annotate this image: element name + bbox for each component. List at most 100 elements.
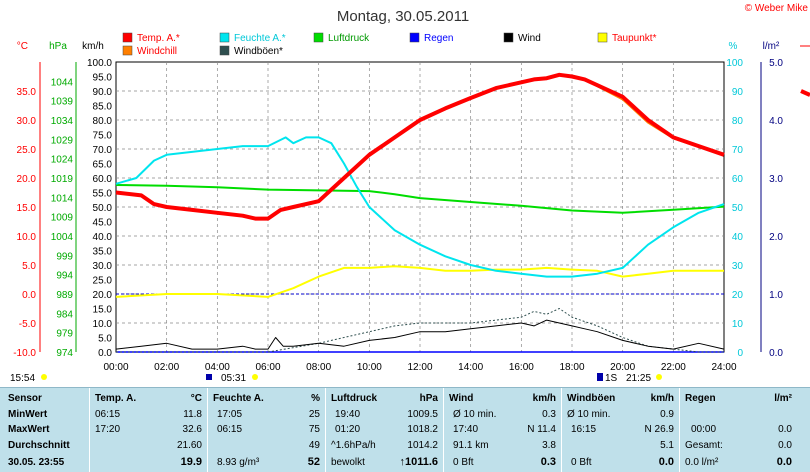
temp-max: 32.6 — [182, 424, 202, 435]
series-line — [115, 72, 725, 221]
wind-tick-label: 100.0 — [87, 58, 112, 69]
hum-abs: 8.93 g/m³ — [217, 457, 260, 468]
temp-min: 11.8 — [183, 409, 202, 420]
series-line — [115, 265, 724, 298]
legend-swatch — [503, 32, 514, 43]
time-tick-label: 14:00 — [458, 362, 483, 373]
temp-tick-label: 0.0 — [22, 290, 36, 301]
legend: Temp. A.* Feuchte A.* Luftdruck Regen Wind Ta… — [122, 32, 657, 57]
stats-panel: Sensor Temp. A. °C Feuchte A. % Luftdruc… — [0, 387, 810, 472]
rain-unit: l/m² — [763, 41, 780, 52]
temp-max-time: 17:20 — [95, 424, 121, 435]
hum-avg: 49 — [308, 440, 320, 451]
pressure-tick-label: 979 — [56, 329, 73, 340]
hum-tick-label: 30 — [732, 261, 744, 272]
stats-separator — [443, 388, 444, 472]
pressure-tick-label: 1014 — [51, 193, 74, 204]
col-rain-unit: l/m² — [774, 393, 792, 404]
col-pressure-unit: hPa — [419, 393, 438, 404]
rain-current: 0.0 — [776, 456, 792, 468]
hum-tick-label: 80 — [732, 116, 744, 127]
sunrise-time: 15:54 — [10, 373, 35, 384]
time-tick-label: 08:00 — [306, 362, 331, 373]
wind-tick-label: 50.0 — [93, 203, 113, 214]
pressure-tick-label: 1039 — [51, 97, 74, 108]
wind-avg: 3.8 — [542, 440, 556, 451]
hum-min-time: 17:05 — [217, 409, 243, 420]
rain-tick-label: 0.0 — [769, 348, 783, 359]
pressure-tick-label: 1034 — [51, 116, 74, 127]
wind-tick-label: 25.0 — [93, 276, 113, 287]
stats-separator — [561, 388, 562, 472]
time-tick-label: 02:00 — [154, 362, 179, 373]
series-lines — [115, 72, 725, 353]
wind-tick-label: 70.0 — [93, 145, 113, 156]
legend-label: Regen — [424, 33, 453, 44]
series-line — [115, 319, 725, 350]
pressure-weather: bewolkt — [331, 457, 365, 468]
hum-max: 75 — [308, 424, 320, 435]
pressure-tick-label: 984 — [56, 309, 73, 320]
wind-tick-label: 60.0 — [93, 174, 113, 185]
gust-avg10: 0.9 — [660, 409, 674, 420]
moon-rise-time: 05:31 — [221, 373, 246, 384]
legend-label: Windböen* — [234, 46, 283, 57]
col-hum-unit: % — [311, 393, 320, 404]
temp-current: 19.9 — [180, 456, 202, 468]
wind-tick-label: 95.0 — [93, 73, 113, 84]
legend-swatch — [219, 45, 230, 56]
pressure-tick-label: 1004 — [51, 232, 74, 243]
pressure-tick-label: 1044 — [51, 77, 74, 88]
pressure-tick-label: 974 — [56, 348, 73, 359]
wind-tick-label: 35.0 — [93, 247, 113, 258]
rain-tick-label: 1.0 — [769, 290, 783, 301]
time-tick-label: 20:00 — [610, 362, 635, 373]
legend-label: Luftdruck — [328, 33, 370, 44]
stats-separator — [679, 388, 680, 472]
moon-icon — [252, 374, 258, 380]
tick-labels: 35.0 30.0 25.0 20.0 15.0 10.0 5.0 0.0 -5.0 -10.0 1… — [10, 58, 783, 384]
grid-lines — [116, 62, 724, 352]
pressure-max-time: 01:20 — [335, 424, 361, 435]
legend-label: Temp. A.* — [137, 33, 180, 44]
col-wind-unit: km/h — [532, 393, 556, 404]
hum-tick-label: 20 — [732, 290, 744, 301]
col-wind: Wind — [449, 393, 474, 404]
next-day-temp-stub — [800, 89, 810, 97]
pressure-min: 1009.5 — [407, 409, 438, 420]
time-tick-label: 22:00 — [661, 362, 686, 373]
wind-tick-label: 80.0 — [93, 116, 113, 127]
time-tick-label: 18:00 — [559, 362, 584, 373]
wind-tick-label: 90.0 — [93, 87, 113, 98]
gust-max: N 26.9 — [644, 424, 674, 435]
row-min-label: MinWert — [8, 409, 48, 420]
temp-min-time: 06:15 — [95, 409, 121, 420]
temp-tick-label: 5.0 — [22, 261, 36, 272]
col-hum: Feuchte A. — [213, 393, 264, 404]
temp-tick-label: 15.0 — [17, 203, 37, 214]
gust-current: 0.0 — [658, 456, 674, 468]
time-tick-label: 00:00 — [103, 362, 128, 373]
wind-bft: 0 Bft — [453, 457, 474, 468]
gust-avg10-label: Ø 10 min. — [567, 409, 611, 420]
gust-bft: 0 Bft — [571, 457, 592, 468]
time-tick-label: 12:00 — [407, 362, 432, 373]
hum-tick-label: 0 — [737, 348, 743, 359]
wind-tick-label: 15.0 — [93, 305, 113, 316]
wind-tick-label: 40.0 — [93, 232, 113, 243]
legend-swatch — [219, 32, 230, 43]
wind-tick-label: 10.0 — [93, 319, 113, 330]
time-tick-label: 16:00 — [509, 362, 534, 373]
wind-tick-label: 20.0 — [93, 290, 113, 301]
pressure-tick-label: 994 — [56, 271, 73, 282]
pressure-trend: ^1.6hPa/h — [331, 440, 376, 451]
time-tick-label: 06:00 — [255, 362, 280, 373]
wind-distance: 91.1 km — [453, 440, 489, 451]
hum-min: 25 — [308, 409, 320, 420]
rain-tick-label: 2.0 — [769, 232, 783, 243]
rain-tick-label: 3.0 — [769, 174, 783, 185]
chart-title: Montag, 30.05.2011 — [337, 8, 469, 25]
pressure-max: 1018.2 — [407, 424, 438, 435]
moon-set-time: 21:25 — [626, 373, 651, 384]
hum-tick-label: 70 — [732, 145, 744, 156]
